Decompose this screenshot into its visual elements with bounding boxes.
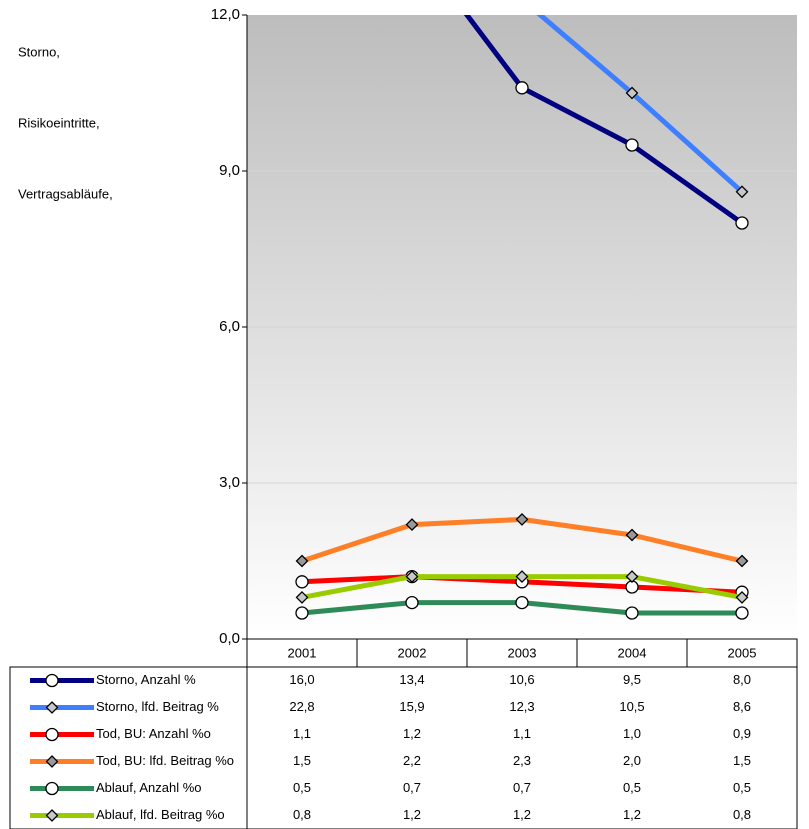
marker [515,595,529,610]
marker [405,518,419,532]
table-value: 1,1 [293,726,311,741]
table-value: 2,3 [513,753,531,768]
table-value: 16,0 [289,672,314,687]
table-value: 13,4 [399,672,424,687]
table-value: 2,2 [403,753,421,768]
legend-label: Ablauf, lfd. Beitrag %o [96,807,225,822]
marker [515,512,529,526]
legend-column [9,666,248,829]
table-value: 0,5 [293,780,311,795]
marker [45,701,59,714]
legend-label: Storno, lfd. Beitrag % [96,699,219,714]
marker [405,570,419,584]
legend-label: Ablauf, Anzahl %o [96,780,202,795]
marker [45,755,59,768]
table-value: 10,6 [509,672,534,687]
series-line [536,15,744,194]
table-value: 1,2 [513,807,531,822]
table-value: 0,9 [733,726,751,741]
table-value: 0,7 [513,780,531,795]
marker [625,570,639,584]
table-value: 0,5 [733,780,751,795]
side-note: Storno, [18,44,60,59]
marker [735,216,749,230]
marker [517,0,528,5]
y-tick-label: 12,0 [211,6,240,23]
x-tick-label: 2003 [508,645,537,660]
series-layer [295,0,749,620]
marker [45,809,59,822]
table-value: 8,6 [733,699,751,714]
side-note: Vertragsabläufe, [18,186,113,201]
x-tick-label: 2001 [288,645,317,660]
y-tick-label: 6,0 [219,318,240,335]
table-value: 0,7 [403,780,421,795]
table-value: 15,9 [399,699,424,714]
table-value: 1,0 [623,726,641,741]
marker [45,673,59,688]
marker [515,570,529,584]
y-tick-label: 0,0 [219,630,240,647]
table-value: 12,3 [509,699,534,714]
table-value: 9,5 [623,672,641,687]
marker [295,554,309,568]
marker [735,590,749,604]
marker [735,185,749,199]
x-tick-label: 2004 [618,645,647,660]
y-tick-label: 3,0 [219,474,240,491]
x-tick-label: 2002 [398,645,427,660]
marker [625,86,639,100]
marker [735,554,749,568]
marker [625,528,639,542]
table-value: 8,0 [733,672,751,687]
table-value: 2,0 [623,753,641,768]
legend-label: Storno, Anzahl % [96,672,196,687]
table-value: 22,8 [289,699,314,714]
side-note: Risikoeintritte, [18,115,100,130]
legend-label: Tod, BU: Anzahl %o [96,726,211,741]
x-tick-label: 2005 [728,645,757,660]
marker [45,781,59,796]
marker [625,138,639,152]
marker [295,606,309,620]
marker [405,595,419,610]
table-value: 1,1 [513,726,531,741]
legend-label: Tod, BU: lfd. Beitrag %o [96,753,234,768]
table-value: 1,2 [403,807,421,822]
y-tick-label: 9,0 [219,162,240,179]
marker [45,727,59,742]
table-value: 10,5 [619,699,644,714]
table-value: 0,5 [623,780,641,795]
marker [295,575,309,589]
table-value: 1,2 [403,726,421,741]
marker [515,81,529,95]
table-value: 0,8 [733,807,751,822]
table-value: 1,2 [623,807,641,822]
marker [625,606,639,620]
table-value: 1,5 [733,753,751,768]
marker [735,606,749,620]
table-value: 1,5 [293,753,311,768]
marker [295,590,309,604]
table-value: 0,8 [293,807,311,822]
